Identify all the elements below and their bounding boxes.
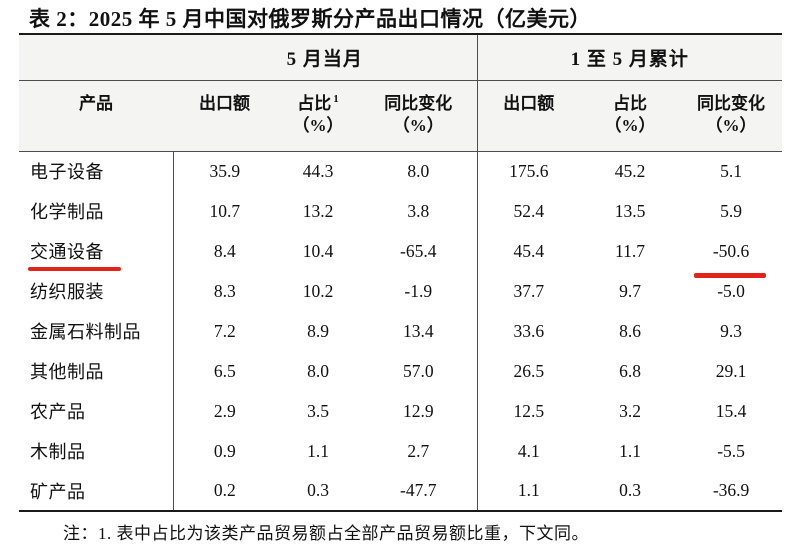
table-row-metal-stone: 金属石料制品 7.2 8.9 13.4 33.6 8.6 9.3 bbox=[19, 311, 783, 351]
value-cell: 1.1 bbox=[619, 440, 641, 461]
col-header-share-cumulative: 占比 （%） bbox=[580, 80, 681, 152]
value-cell: 13.5 bbox=[614, 200, 646, 221]
value-cell: 6.5 bbox=[213, 360, 236, 381]
value-cell: 33.6 bbox=[513, 320, 545, 341]
value-cell: 9.7 bbox=[619, 280, 641, 301]
col-header-export-cumulative: 出口额 bbox=[477, 80, 581, 152]
value-cell: 35.9 bbox=[209, 160, 241, 181]
group-header-row: 5 月当月 1 至 5 月累计 bbox=[19, 34, 783, 81]
product-cell: 电子设备 bbox=[19, 151, 174, 191]
table-row-chemicals: 化学制品 10.7 13.2 3.8 52.4 13.5 5.9 bbox=[19, 191, 783, 231]
value-cell: 3.5 bbox=[307, 400, 329, 421]
table-row-agricultural: 农产品 2.9 3.5 12.9 12.5 3.2 15.4 bbox=[19, 391, 783, 431]
value-cell: 52.4 bbox=[513, 200, 545, 221]
value-cell: 13.4 bbox=[360, 311, 478, 351]
value-cell: -65.4 bbox=[360, 231, 478, 271]
percent-unit: （%） bbox=[392, 116, 444, 136]
col-header-product: 产品 bbox=[19, 80, 173, 152]
value-cell: -50.6 bbox=[712, 240, 750, 261]
product-cell: 其他制品 bbox=[19, 351, 174, 391]
value-cell: 6.8 bbox=[619, 360, 641, 381]
product-cell: 金属石料制品 bbox=[19, 311, 174, 351]
group-header-cumulative: 1 至 5 月累计 bbox=[477, 34, 783, 81]
value-cell: 44.3 bbox=[302, 160, 334, 181]
value-cell: 2.9 bbox=[213, 400, 236, 421]
value-cell: 10.2 bbox=[302, 280, 334, 301]
value-cell: 10.4 bbox=[302, 240, 334, 261]
table-row-mineral: 矿产品 0.2 0.3 -47.7 1.1 0.3 -36.9 bbox=[19, 471, 783, 511]
share-label-may: 占比 bbox=[297, 93, 332, 113]
value-cell: 8.6 bbox=[619, 320, 641, 341]
value-cell: -1.9 bbox=[360, 271, 478, 311]
product-cell: 化学制品 bbox=[19, 191, 174, 231]
value-cell: 0.3 bbox=[619, 480, 641, 500]
value-cell: 8.0 bbox=[360, 151, 478, 191]
percent-unit: （%） bbox=[604, 116, 656, 136]
value-cell: 5.1 bbox=[720, 160, 742, 181]
footnote: 注：1. 表中占比为该类产品贸易额占全部产品贸易额比重，下文同。 bbox=[63, 524, 589, 543]
value-cell: 0.3 bbox=[307, 480, 329, 500]
value-cell: 1.1 bbox=[517, 480, 540, 500]
value-cell: 0.9 bbox=[213, 440, 236, 461]
yoy-label-cumulative: 同比变化 bbox=[697, 93, 766, 113]
value-cell: 13.2 bbox=[302, 200, 334, 221]
product-cell: 农产品 bbox=[19, 391, 174, 431]
value-cell: 3.8 bbox=[360, 191, 478, 231]
group-header-may: 5 月当月 bbox=[173, 34, 478, 81]
value-cell: 15.4 bbox=[715, 400, 747, 421]
value-cell: 9.3 bbox=[720, 320, 742, 341]
value-cell: 4.1 bbox=[517, 440, 540, 461]
table-row-other-products: 其他制品 6.5 8.0 57.0 26.5 6.8 29.1 bbox=[19, 351, 783, 391]
value-cell: 0.2 bbox=[213, 480, 236, 500]
value-cell: 175.6 bbox=[509, 160, 549, 181]
red-underline-cumulative-yoy bbox=[694, 273, 766, 278]
table-row-transport: 交通设备 8.4 10.4 -65.4 45.4 11.7 -50.6 bbox=[19, 231, 783, 271]
value-cell: 8.0 bbox=[307, 360, 329, 381]
page-title: 表 2：2025 年 5 月中国对俄罗斯分产品出口情况（亿美元） bbox=[29, 7, 591, 31]
export-table: 5 月当月 1 至 5 月累计 产品 出口额 占比 1 （%） 同比变化 （%） 出口… bbox=[19, 33, 783, 512]
col-header-share-may: 占比 1 （%） bbox=[276, 80, 360, 152]
product-cell: 矿产品 bbox=[19, 471, 174, 511]
table-row-wood: 木制品 0.9 1.1 2.7 4.1 1.1 -5.5 bbox=[19, 431, 783, 471]
value-cell: 10.7 bbox=[209, 200, 241, 221]
value-cell: 5.9 bbox=[720, 200, 742, 221]
footnote-marker: 1 bbox=[333, 92, 339, 105]
value-cell: 37.7 bbox=[513, 280, 545, 301]
yoy-label-may: 同比变化 bbox=[384, 93, 453, 113]
product-cell: 木制品 bbox=[19, 431, 174, 471]
value-cell: 8.3 bbox=[213, 280, 236, 301]
col-header-yoy-cumulative: 同比变化 （%） bbox=[680, 80, 783, 152]
value-cell: 12.9 bbox=[360, 391, 478, 431]
value-cell: -47.7 bbox=[360, 471, 478, 511]
table-row-electronics: 电子设备 35.9 44.3 8.0 175.6 45.2 5.1 bbox=[19, 151, 783, 191]
value-cell: 3.2 bbox=[619, 400, 641, 421]
col-header-export-may: 出口额 bbox=[173, 80, 276, 152]
value-cell: -5.5 bbox=[717, 440, 745, 461]
product-cell: 纺织服装 bbox=[19, 271, 174, 311]
group-header-product-spacer bbox=[19, 34, 173, 81]
value-cell: 11.7 bbox=[615, 240, 646, 261]
value-cell: 2.7 bbox=[360, 431, 478, 471]
value-cell: 12.5 bbox=[513, 400, 545, 421]
value-cell: 57.0 bbox=[360, 351, 478, 391]
value-cell: 45.2 bbox=[614, 160, 646, 181]
value-cell: 1.1 bbox=[307, 440, 329, 461]
value-cell: -5.0 bbox=[717, 280, 745, 301]
value-cell: 26.5 bbox=[513, 360, 545, 381]
value-cell: 7.2 bbox=[213, 320, 236, 341]
table-row-textiles: 纺织服装 8.3 10.2 -1.9 37.7 9.7 -5.0 bbox=[19, 271, 783, 311]
share-label-cumulative: 占比 bbox=[613, 93, 648, 113]
value-cell: -36.9 bbox=[712, 480, 750, 500]
value-cell: 45.4 bbox=[513, 240, 545, 261]
value-cell: 8.4 bbox=[213, 240, 236, 261]
value-cell: 8.9 bbox=[307, 320, 329, 341]
red-underline-transport-equipment bbox=[28, 267, 121, 271]
value-cell: 29.1 bbox=[715, 360, 747, 381]
percent-unit: （%） bbox=[292, 116, 344, 136]
col-header-yoy-may: 同比变化 （%） bbox=[360, 80, 478, 152]
percent-unit: （%） bbox=[705, 116, 757, 136]
column-header-row: 产品 出口额 占比 1 （%） 同比变化 （%） 出口额 占比 （%） 同比变化 （%） bbox=[19, 80, 783, 152]
product-cell: 交通设备 bbox=[19, 231, 174, 271]
